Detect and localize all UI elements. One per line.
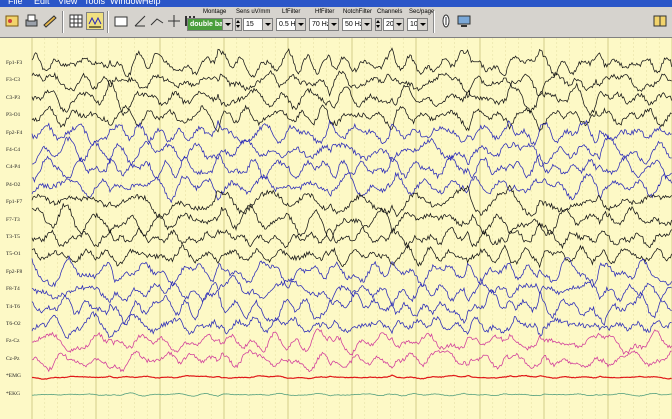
eeg-trace: [31, 222, 672, 250]
grid-icon[interactable]: [67, 12, 85, 30]
hf-filter-select[interactable]: 70 Hz: [309, 18, 339, 31]
notch-filter-select[interactable]: 50 Hz: [342, 18, 372, 31]
toolbar-separator: [107, 11, 109, 33]
eeg-trace: [31, 69, 672, 99]
channel-label[interactable]: P3-O1: [6, 112, 21, 119]
eeg-trace: [31, 153, 672, 184]
marker-icon[interactable]: [437, 12, 455, 30]
channel-label[interactable]: F7-T3: [6, 216, 20, 223]
menu-item-view[interactable]: View: [58, 0, 78, 6]
channel-label[interactable]: Cz-Pz: [6, 355, 20, 362]
channel-label[interactable]: F3-C3: [6, 77, 21, 84]
channel-labels: Fp1-F3 F3-C3 C3-P3 P3-O1 Fp2-F4 F4-C4 C4-P4 P4-…: [0, 38, 32, 419]
chevron-down-icon[interactable]: [295, 19, 305, 30]
notch-filter-value: 50 Hz: [345, 21, 364, 28]
angle-icon[interactable]: [131, 12, 149, 30]
channel-label[interactable]: F8-T4: [6, 286, 20, 293]
channel-label[interactable]: T3-T5: [6, 234, 21, 240]
chevron-down-icon[interactable]: [222, 19, 232, 30]
montage-value: double bar: [190, 21, 226, 28]
chevron-down-icon[interactable]: [328, 19, 338, 30]
channels-spinner[interactable]: [375, 18, 382, 31]
channel-label[interactable]: T6-O2: [6, 321, 21, 327]
menu-item-edit[interactable]: Edit: [34, 0, 50, 6]
montage-select[interactable]: double bar: [187, 18, 233, 31]
sensitivity-select[interactable]: 15: [243, 18, 273, 31]
channel-label[interactable]: T4-T6: [6, 303, 21, 310]
eeg-trace: [31, 47, 672, 78]
montage-editor-icon[interactable]: [455, 12, 473, 30]
channel-label[interactable]: Fp1-F7: [6, 199, 23, 206]
eeg-trace: [31, 289, 672, 327]
calibration-icon[interactable]: [86, 12, 104, 30]
channels-label: Channels: [377, 9, 403, 15]
eeg-trace: [31, 133, 672, 167]
square-icon[interactable]: [112, 12, 130, 30]
toolbar-separator: [62, 11, 64, 33]
channel-label[interactable]: Fp2-F4: [6, 129, 23, 136]
eeg-trace: [31, 119, 672, 147]
menu-item-file[interactable]: File: [8, 0, 23, 6]
channel-label[interactable]: Fp2-F8: [6, 268, 23, 275]
sec-page-value: 10: [410, 21, 418, 28]
channels-value: 20: [386, 21, 394, 28]
eeg-waveform-canvas[interactable]: [0, 38, 672, 419]
chevron-down-icon[interactable]: [361, 19, 371, 30]
edit-icon[interactable]: [41, 12, 59, 30]
line-icon[interactable]: [148, 12, 166, 30]
sensitivity-label: Sens uV/mm: [236, 9, 271, 15]
eeg-trace: [31, 244, 672, 269]
channel-label[interactable]: P4-O2: [6, 181, 21, 188]
eeg-trace: [31, 349, 672, 373]
montage-label: Montage: [203, 9, 227, 15]
eeg-trace: [31, 184, 672, 219]
eeg-trace-panel[interactable]: Fp1-F3 F3-C3 C3-P3 P3-O1 Fp2-F4 F4-C4 C4-P4 P4-…: [0, 38, 672, 419]
eeg-trace: [31, 392, 672, 397]
eeg-trace: [31, 328, 672, 356]
sensitivity-value: 15: [246, 21, 254, 28]
book-icon[interactable]: [651, 12, 669, 30]
lf-filter-select[interactable]: 0.5 Hz: [276, 18, 306, 31]
lf-filter-label: LfFilter: [282, 9, 301, 15]
eeg-trace: [31, 274, 672, 307]
sensitivity-spinner[interactable]: [235, 18, 242, 31]
channel-label[interactable]: F4-C4: [6, 147, 21, 153]
menu-item-tools[interactable]: Tools: [84, 0, 106, 6]
channel-label[interactable]: T5-O1: [6, 251, 21, 258]
eeg-trace: [31, 202, 672, 242]
toolbar-separator: [433, 11, 435, 33]
channel-label[interactable]: C4-P4: [6, 164, 21, 171]
eeg-trace: [31, 311, 672, 340]
menu-item-window[interactable]: Window: [110, 0, 143, 6]
lf-filter-value: 0.5 Hz: [279, 21, 300, 28]
menu-bar: File Edit View Tools Window Help: [0, 0, 672, 7]
chevron-down-icon[interactable]: [417, 19, 427, 30]
channel-label[interactable]: Fz-Cz: [6, 338, 20, 345]
channel-label[interactable]: Fp1-F3: [6, 60, 23, 66]
channels-select[interactable]: 20: [383, 18, 404, 31]
chevron-down-icon[interactable]: [393, 19, 403, 30]
eeg-trace: [31, 79, 672, 117]
eeg-trace: [31, 255, 672, 289]
sec-page-label: Sec/page: [409, 9, 435, 15]
print-icon[interactable]: [22, 12, 40, 30]
eeg-trace: [31, 171, 672, 204]
channel-label[interactable]: C3-P3: [6, 94, 21, 101]
hf-filter-label: HfFilter: [315, 9, 335, 15]
channel-label[interactable]: *EKG: [6, 390, 21, 397]
eeg-trace: [31, 104, 672, 133]
channel-label[interactable]: *EMG: [6, 373, 21, 380]
cursor-icon[interactable]: [165, 12, 183, 30]
hf-filter-value: 70 Hz: [312, 21, 331, 28]
notch-filter-label: NotchFilter: [343, 9, 373, 15]
eeg-trace: [32, 374, 672, 380]
open-record-icon[interactable]: [3, 12, 21, 30]
chevron-down-icon[interactable]: [262, 19, 272, 30]
menu-item-help[interactable]: Help: [142, 0, 161, 6]
toolbar: Montage double bar Sens uV/mm 15 LfFilte…: [0, 7, 672, 38]
sec-page-select[interactable]: 10: [407, 18, 428, 31]
